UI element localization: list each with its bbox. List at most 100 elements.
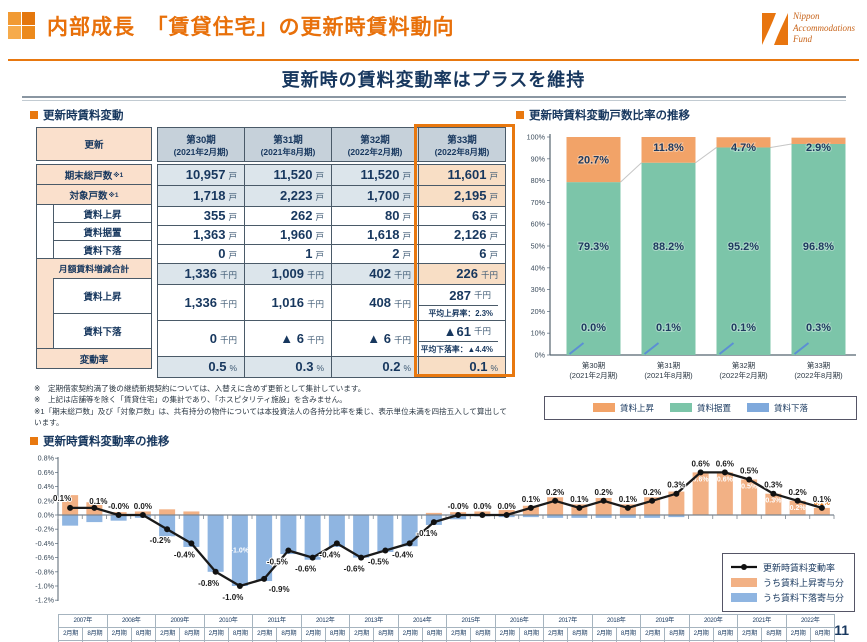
axis-cell: 第10期 bbox=[253, 640, 278, 642]
svg-text:-0.9%: -0.9% bbox=[269, 584, 290, 593]
svg-text:-0.0%: -0.0% bbox=[448, 502, 469, 511]
footnote: ※1「期末総戸数」及び「対象戸数」は、共有持分の物件については本投資法人の各持分… bbox=[34, 406, 507, 428]
table-section-heading: 更新時賃料変動 bbox=[30, 107, 508, 123]
square-bullet-icon bbox=[30, 111, 38, 119]
svg-text:0.1%: 0.1% bbox=[731, 322, 756, 334]
axis-cell: 第13期 bbox=[326, 640, 350, 642]
svg-text:-0.4%: -0.4% bbox=[392, 550, 413, 559]
legend-item: 賃料据置 bbox=[669, 402, 731, 414]
svg-text:0.2%: 0.2% bbox=[790, 504, 807, 511]
svg-text:-0.2%: -0.2% bbox=[35, 524, 54, 533]
footnotes: ※ 定期借家契約満了後の継続新規契約については、入替えに含めず更新として集計して… bbox=[34, 383, 508, 429]
page-number: 11 bbox=[834, 622, 849, 638]
axis-cell: 2月期 bbox=[447, 627, 472, 641]
svg-text:-0.8%: -0.8% bbox=[35, 567, 54, 576]
axis-cell: 第29期 bbox=[714, 640, 738, 642]
axis-cell: 2011年 bbox=[253, 614, 302, 628]
svg-text:0.6%: 0.6% bbox=[693, 476, 710, 483]
legend-swatch-icon bbox=[730, 577, 757, 587]
axis-cell: 2月期 bbox=[301, 627, 326, 641]
logo-line: Nippon bbox=[793, 11, 820, 21]
svg-text:-0.6%: -0.6% bbox=[35, 553, 54, 562]
svg-text:79.3%: 79.3% bbox=[578, 241, 609, 253]
axis-cell: 第18期 bbox=[447, 640, 472, 642]
row-label: 変動率 bbox=[36, 348, 152, 369]
stacked-chart-legend: 賃料上昇 賃料据置 賃料下落 bbox=[544, 396, 857, 420]
table-cell: 2,223 戸 bbox=[244, 185, 332, 207]
axis-cell: 2月期 bbox=[107, 627, 132, 641]
legend-swatch-icon bbox=[747, 403, 769, 412]
axis-cell: 2月期 bbox=[641, 627, 666, 641]
axis-cell: 第26期 bbox=[641, 640, 666, 642]
svg-text:2.9%: 2.9% bbox=[806, 142, 831, 154]
legend-item: うち賃料下落寄与分 bbox=[730, 591, 844, 604]
row-label: 賃料上昇 bbox=[53, 204, 152, 223]
axis-cell: 第17期 bbox=[423, 640, 447, 642]
svg-text:0.3%: 0.3% bbox=[667, 480, 685, 489]
axis-cell: 2019年 bbox=[641, 614, 690, 628]
axis-cell: 第16期 bbox=[399, 640, 423, 642]
svg-text:10%: 10% bbox=[531, 329, 546, 338]
subtitle-block: 更新時の賃料変動率はプラスを維持 bbox=[0, 66, 867, 101]
svg-text:0.8%: 0.8% bbox=[38, 453, 55, 462]
rent-change-table: 更新 期末総戸数 ※1 対象戸数 ※1 賃料上昇 賃料据置 賃料下落 月額賃料増減合… bbox=[36, 124, 515, 378]
axis-cell: 8月期 bbox=[180, 627, 205, 641]
company-logo: Nippon Accommodations Fund bbox=[759, 11, 855, 46]
axis-cell: 2月期 bbox=[204, 627, 229, 641]
column-header: 第31期 (2021年8月期) bbox=[244, 127, 332, 162]
axis-cell: 2月期 bbox=[738, 627, 763, 641]
axis-cell: 第9期 bbox=[229, 640, 253, 642]
svg-text:0.6%: 0.6% bbox=[717, 476, 734, 483]
axis-cell: 2014年 bbox=[398, 614, 447, 628]
rate-trend-heading: 更新時賃料変動率の推移 bbox=[30, 433, 859, 449]
axis-cell: 2017年 bbox=[544, 614, 593, 628]
table-cell: ▲ 6 千円 bbox=[331, 320, 419, 357]
axis-cell: 8月期 bbox=[568, 627, 593, 641]
axis-cell: 第33期 bbox=[811, 640, 835, 642]
axis-cell: 2月期 bbox=[350, 627, 375, 641]
logo-mark-icon bbox=[762, 12, 788, 45]
axis-cell: 第24期 bbox=[593, 640, 617, 642]
axis-cell: 第5期 bbox=[132, 640, 156, 642]
footnote: ※ 上記は店舗等を除く「賃貸住宅」の集計であり、「ホスピタリティ施設」を含みませ… bbox=[34, 395, 347, 405]
table-cell: ▲ 6 千円 bbox=[244, 320, 332, 357]
table-cell: 226 千円 bbox=[418, 263, 506, 285]
table-label-column: 更新 期末総戸数 ※1 対象戸数 ※1 賃料上昇 賃料据置 賃料下落 月額賃料増減合… bbox=[36, 127, 152, 378]
axis-cell: 8月期 bbox=[422, 627, 447, 641]
row-label: 賃料据置 bbox=[53, 222, 152, 241]
axis-cell: 2012年 bbox=[301, 614, 350, 628]
svg-text:0.1%: 0.1% bbox=[522, 494, 540, 503]
axis-cell: 第20期 bbox=[496, 640, 520, 642]
svg-text:-0.0%: -0.0% bbox=[108, 502, 129, 511]
svg-text:0.1%: 0.1% bbox=[89, 496, 107, 505]
logo-line: Accommodations bbox=[793, 22, 855, 33]
ratio-chart-title: 更新時賃料変動戸数比率の推移 bbox=[529, 110, 690, 122]
table-cell: 11,520 戸 bbox=[331, 164, 419, 186]
svg-text:(2021年8月期): (2021年8月期) bbox=[644, 370, 693, 380]
table-cell: 262 戸 bbox=[244, 206, 332, 226]
column-header-current: 第33期 (2022年8月期) bbox=[418, 127, 506, 162]
axis-cell: 8月期 bbox=[713, 627, 738, 641]
svg-text:11.8%: 11.8% bbox=[653, 142, 684, 154]
svg-text:0.3%: 0.3% bbox=[764, 480, 782, 489]
legend-item: 賃料上昇 bbox=[592, 402, 654, 414]
axis-cell: 8月期 bbox=[471, 627, 496, 641]
legend-item: 更新時賃料変動率 bbox=[730, 561, 844, 574]
svg-text:96.8%: 96.8% bbox=[803, 241, 834, 253]
slide-bullet-icon bbox=[8, 12, 35, 39]
axis-cell: 2008年 bbox=[107, 614, 156, 628]
subtitle: 更新時の賃料変動率はプラスを維持 bbox=[281, 70, 586, 90]
svg-text:0.4%: 0.4% bbox=[38, 482, 55, 491]
axis-cell: 8月期 bbox=[665, 627, 690, 641]
svg-text:0.5%: 0.5% bbox=[740, 466, 758, 475]
stacked-bar-chart: 0% 10% 20% 30% 40% 50% 60% 70% 80% 90% 100% 20.7% 79… bbox=[516, 127, 861, 390]
svg-text:0.3%: 0.3% bbox=[806, 322, 831, 334]
axis-cell: 2009年 bbox=[156, 614, 205, 628]
svg-text:0.0%: 0.0% bbox=[38, 510, 55, 519]
table-cell: 1,009 千円 bbox=[244, 263, 332, 285]
table-cell: 80 戸 bbox=[331, 206, 419, 226]
table-cell: 1,336 千円 bbox=[157, 284, 245, 321]
